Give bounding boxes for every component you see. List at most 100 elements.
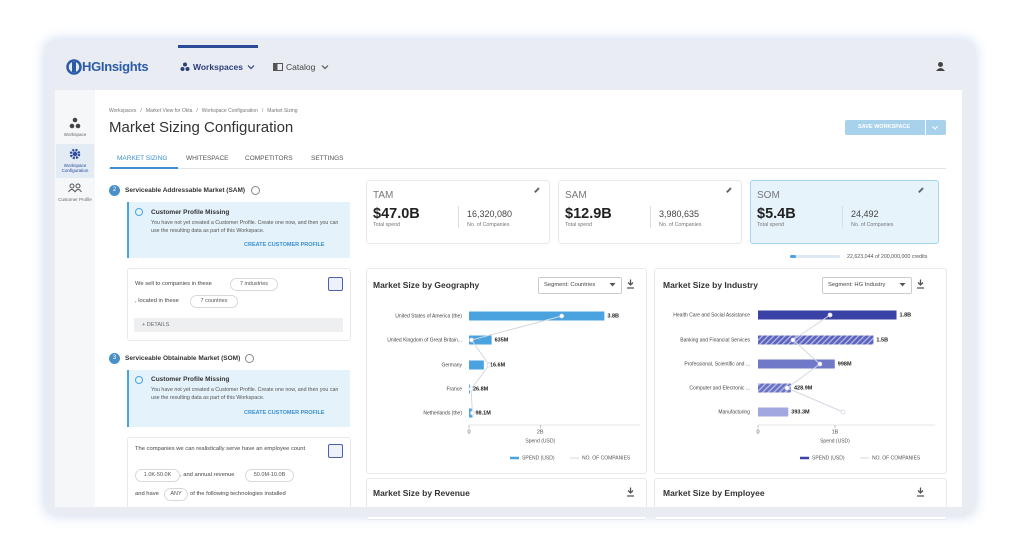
metric-spend-label: Total spend: [565, 222, 593, 228]
page-title: Market Sizing Configuration: [109, 119, 294, 136]
download-icon[interactable]: [916, 279, 925, 289]
criteria-chip[interactable]: 50.0M-10.0B: [245, 469, 294, 482]
value-label: 428.9M: [794, 385, 813, 391]
chart-title: Market Size by Employee: [663, 488, 765, 498]
value-label: 1.8B: [900, 312, 912, 318]
sidebar-item[interactable]: Customer Profile: [58, 197, 92, 202]
breadcrumb-item: Market Sizing: [267, 108, 298, 114]
info-icon: [135, 376, 143, 384]
segment-label[interactable]: Segment: Countries: [544, 282, 596, 288]
criteria-chip[interactable]: 7 industries: [230, 278, 278, 291]
chart-title: Market Size by Revenue: [373, 488, 470, 498]
tab[interactable]: WHITESPACE: [186, 155, 229, 162]
save-button-label[interactable]: SAVE WORKSPACE: [858, 124, 911, 130]
metric-divider: [458, 206, 459, 228]
breadcrumb-item[interactable]: Workspaces: [109, 108, 137, 114]
value-label: 3.8B: [607, 313, 619, 319]
sidebar-item[interactable]: Workspace: [63, 132, 87, 137]
nav-workspaces[interactable]: Workspaces: [193, 62, 243, 72]
dropdown-caret: [899, 283, 906, 287]
x-tick-label: 1B: [832, 429, 839, 435]
breadcrumb-item[interactable]: Market View for Okta: [145, 108, 193, 114]
tab[interactable]: SETTINGS: [311, 155, 344, 162]
metric-spend-label: Total spend: [757, 222, 785, 228]
category-label: Manufacturing: [718, 409, 750, 415]
tab-active[interactable]: MARKET SIZING: [117, 155, 168, 162]
criteria-chip[interactable]: ANY: [164, 488, 188, 501]
download-icon[interactable]: [916, 487, 925, 497]
criteria-text: The companies we can realistically serve…: [135, 446, 306, 452]
tab-divider: [108, 168, 946, 169]
breadcrumb: Workspaces / Market View for Okta / Worksp…: [109, 109, 298, 114]
breadcrumb-separator: /: [261, 108, 264, 114]
legend-label: SPEND (USD): [812, 455, 845, 461]
workspaces-icon: [180, 62, 190, 71]
value-label: 416.6M: [487, 362, 506, 368]
edit-button[interactable]: [328, 444, 343, 458]
edit-button[interactable]: [328, 277, 343, 291]
bar: [758, 407, 789, 417]
breadcrumb-item[interactable]: Workspace Configuration: [201, 108, 258, 114]
companies-point: [486, 362, 492, 368]
companies-point: [817, 361, 823, 367]
download-icon[interactable]: [626, 487, 635, 497]
metric-label: TAM: [373, 190, 394, 201]
companies-point: [468, 386, 474, 392]
value-label: 635M: [495, 337, 509, 343]
metric-companies-label: No. of Companies: [851, 222, 894, 228]
notice: [127, 202, 350, 258]
tab[interactable]: COMPETITORS: [245, 155, 293, 162]
nav-catalog[interactable]: Catalog: [286, 62, 316, 72]
notice-action[interactable]: CREATE CUSTOMER PROFILE: [244, 410, 325, 416]
notice-title: Customer Profile Missing: [151, 376, 230, 383]
metric-card-selected[interactable]: [750, 180, 939, 244]
save-button[interactable]: [845, 120, 946, 135]
section-heading: Serviceable Obtainable Market (SOM): [125, 355, 241, 362]
criteria-chip[interactable]: 7 countries: [190, 295, 238, 308]
details-label[interactable]: + DETAILS: [142, 322, 170, 328]
companies-point: [784, 385, 790, 391]
legend-label: NO. OF COMPANIES: [872, 455, 921, 461]
metric-spend: $12.9B: [565, 206, 612, 222]
breadcrumb-separator: /: [140, 108, 142, 114]
sidebar-item-active[interactable]: Workspace Configuration: [61, 163, 89, 174]
credits-fill: [790, 255, 796, 258]
bar: [758, 359, 835, 369]
metric-companies: 3,980,635: [659, 209, 700, 219]
save-dropdown[interactable]: [931, 124, 939, 132]
help-icon[interactable]: [251, 186, 260, 195]
axis-title: Spend (USD): [820, 438, 850, 444]
metric-divider: [650, 206, 651, 228]
companies-point: [827, 312, 833, 318]
companies-point: [840, 409, 846, 415]
help-icon[interactable]: [245, 354, 254, 363]
value-label: 393.3M: [791, 409, 810, 415]
frame-bottom-edge: [95, 507, 965, 517]
user-icon[interactable]: [935, 61, 946, 72]
chart-title: Market Size by Geography: [373, 280, 480, 290]
download-icon[interactable]: [626, 279, 635, 289]
active-nav-indicator: [178, 45, 258, 48]
segment-dropdown[interactable]: [822, 277, 912, 294]
legend-label: NO. OF COMPANIES: [582, 455, 631, 461]
notice-action[interactable]: CREATE CUSTOMER PROFILE: [244, 242, 325, 248]
details-toggle[interactable]: [134, 318, 343, 332]
category-label: Health Care and Social Assistance: [673, 312, 750, 318]
segment-dropdown[interactable]: [538, 277, 622, 294]
metric-divider: [842, 206, 843, 228]
category-label: Netherlands (the): [423, 410, 462, 416]
criteria-chip[interactable]: 1.0K-50.0K: [135, 469, 180, 482]
notice-title: Customer Profile Missing: [151, 209, 230, 216]
value-label: 98.1M: [475, 410, 491, 416]
value-label: 26.8M: [473, 386, 489, 392]
bar-hatch: [758, 335, 874, 345]
x-tick-label: 2B: [537, 429, 544, 435]
segment-label[interactable]: Segment: HG Industry: [828, 282, 886, 288]
companies-point: [790, 337, 796, 343]
category-label: Professional, Scientific and ...: [684, 361, 750, 367]
metric-companies-label: No. of Companies: [467, 222, 510, 228]
logo[interactable]: HGInsights: [82, 59, 149, 74]
companies-point: [559, 313, 565, 319]
category-label: United States of America (the): [395, 313, 462, 319]
